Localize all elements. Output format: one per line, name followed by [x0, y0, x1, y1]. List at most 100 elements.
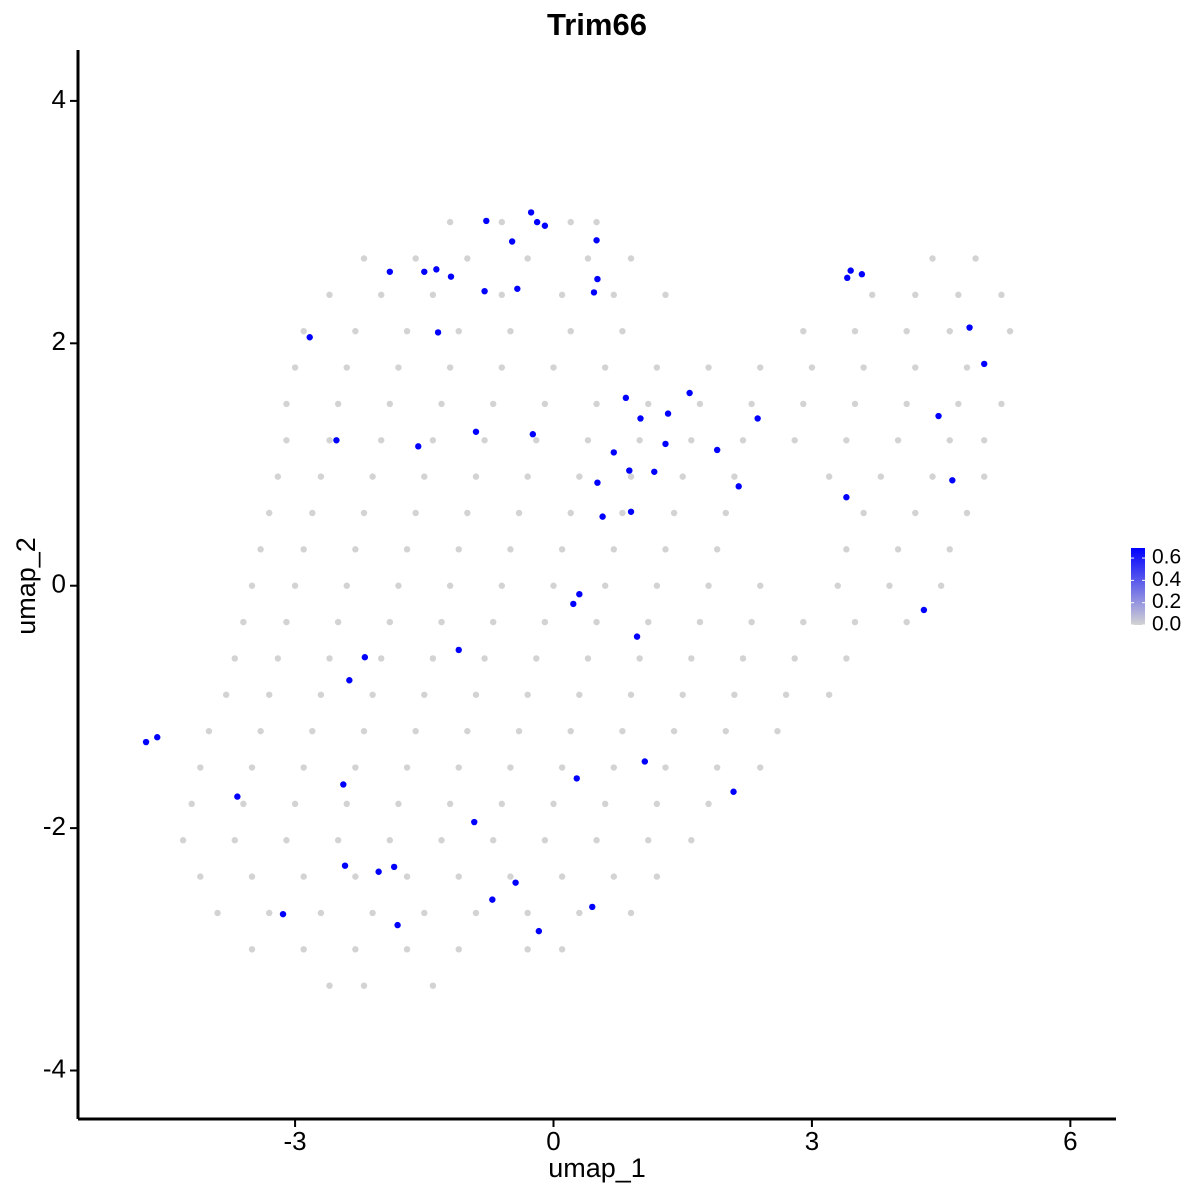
point: [352, 764, 359, 771]
point: [713, 546, 721, 553]
point: [291, 364, 299, 371]
point: [464, 255, 471, 262]
point: [188, 800, 195, 808]
point: [601, 800, 609, 808]
point: [570, 600, 577, 608]
point: [981, 360, 988, 368]
point: [438, 837, 445, 844]
point: [483, 217, 490, 225]
point: [920, 606, 928, 614]
x-tick-label: 3: [805, 1126, 819, 1156]
point: [627, 473, 635, 480]
point: [375, 868, 382, 875]
y-tick-label: 2: [52, 326, 66, 356]
point: [306, 334, 313, 341]
point: [446, 800, 454, 808]
point: [283, 618, 290, 626]
colorbar-label: 0.6: [1152, 546, 1181, 569]
point: [593, 400, 600, 408]
point: [438, 618, 445, 626]
point: [438, 400, 445, 408]
point: [633, 633, 641, 640]
point: [490, 618, 497, 626]
point: [326, 291, 333, 299]
point: [963, 509, 971, 517]
point: [498, 291, 506, 299]
point: [653, 582, 661, 589]
point: [731, 691, 738, 698]
y-tick-label: -4: [43, 1053, 66, 1083]
x-tick-label: 0: [546, 1126, 560, 1156]
point: [1006, 327, 1014, 335]
point: [412, 509, 419, 517]
chart-title: Trim66: [547, 7, 647, 42]
point: [590, 289, 598, 296]
point: [739, 655, 747, 662]
point: [558, 546, 566, 553]
point: [446, 218, 454, 226]
point: [283, 400, 290, 408]
point: [541, 400, 549, 408]
point: [154, 734, 161, 741]
point: [912, 364, 919, 371]
point: [688, 837, 695, 844]
point: [696, 618, 704, 626]
point: [963, 364, 971, 371]
y-tick-label: 0: [52, 569, 66, 599]
point: [610, 291, 617, 299]
point: [378, 655, 385, 662]
point: [309, 727, 316, 735]
point: [981, 473, 988, 480]
point: [300, 546, 307, 553]
point: [757, 582, 764, 589]
point: [558, 946, 566, 953]
point: [533, 655, 540, 662]
point: [860, 509, 867, 517]
point: [679, 473, 686, 480]
point: [403, 327, 411, 335]
point: [481, 287, 488, 295]
point: [291, 800, 299, 808]
point: [903, 400, 910, 408]
point: [412, 255, 419, 262]
point: [360, 982, 368, 989]
point: [352, 327, 359, 335]
point: [688, 655, 695, 662]
point: [705, 582, 712, 589]
point: [231, 655, 238, 662]
point: [739, 437, 747, 444]
point: [507, 327, 514, 335]
point: [567, 509, 574, 517]
point: [622, 394, 630, 402]
point: [360, 509, 368, 517]
point: [847, 267, 854, 274]
point: [645, 400, 652, 408]
point: [455, 873, 462, 880]
point: [535, 927, 543, 935]
point: [197, 873, 204, 880]
point: [231, 837, 238, 844]
point: [446, 582, 454, 589]
point: [567, 327, 574, 335]
y-tick-label: -2: [43, 811, 66, 841]
point: [730, 788, 737, 795]
point: [369, 691, 376, 698]
point: [490, 837, 497, 844]
point: [343, 364, 350, 371]
point: [455, 327, 462, 335]
point: [257, 727, 264, 735]
point: [645, 837, 652, 844]
point: [610, 546, 617, 553]
point: [386, 837, 394, 844]
point: [653, 364, 661, 371]
point: [782, 691, 790, 698]
colorbar-label: 0.4: [1152, 568, 1182, 591]
point: [946, 327, 953, 335]
point: [705, 800, 712, 808]
point: [403, 873, 411, 880]
point: [705, 364, 712, 371]
point: [507, 546, 514, 553]
point: [490, 400, 497, 408]
point: [774, 727, 781, 735]
